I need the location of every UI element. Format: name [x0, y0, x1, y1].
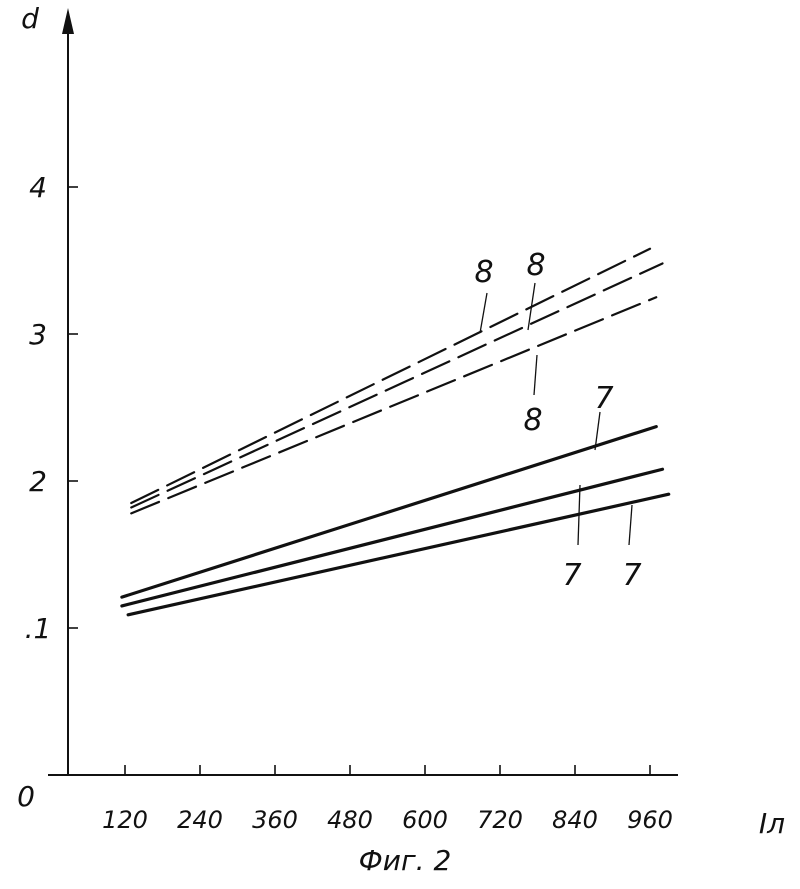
label-leader — [629, 505, 632, 545]
x-tick-label: 120 — [102, 806, 148, 834]
x-axis-label: Iл — [759, 807, 785, 840]
x-tick-label: 600 — [402, 806, 448, 834]
x-tick-label: 960 — [627, 806, 673, 834]
series-label-7: 7 — [594, 381, 613, 416]
label-leader — [534, 355, 537, 395]
y-axis-arrow-icon — [62, 8, 74, 34]
origin-label: 0 — [17, 780, 35, 813]
series-label-8: 8 — [474, 255, 493, 290]
ticks: 120 240 360 480 600 720 840 960 .1 2 3 4 — [25, 171, 673, 834]
series-line-8 — [131, 263, 662, 507]
x-tick-label: 720 — [477, 806, 523, 834]
figure-caption: Фиг. 2 — [359, 844, 452, 877]
series-label-7: 7 — [622, 558, 641, 593]
y-tick-label: 3 — [29, 318, 47, 351]
series-label-8: 8 — [526, 248, 545, 283]
y-axis-label: d — [21, 2, 39, 35]
series-line-8 — [131, 249, 650, 503]
series-line-7 — [128, 494, 669, 615]
axes — [48, 8, 678, 775]
series-labels: 8 8 8 7 7 7 — [474, 248, 641, 593]
y-tick-label: 2 — [29, 465, 47, 498]
series-lines — [122, 249, 669, 615]
y-tick-label: 4 — [29, 171, 47, 204]
label-leader — [480, 293, 487, 333]
x-tick-label: 240 — [177, 806, 223, 834]
x-tick-label: 480 — [327, 806, 373, 834]
series-line-8 — [131, 297, 656, 513]
series-label-8: 8 — [523, 403, 542, 438]
y-tick-label: .1 — [25, 612, 52, 645]
x-tick-label: 840 — [552, 806, 598, 834]
series-label-7: 7 — [562, 558, 581, 593]
x-tick-label: 360 — [252, 806, 298, 834]
